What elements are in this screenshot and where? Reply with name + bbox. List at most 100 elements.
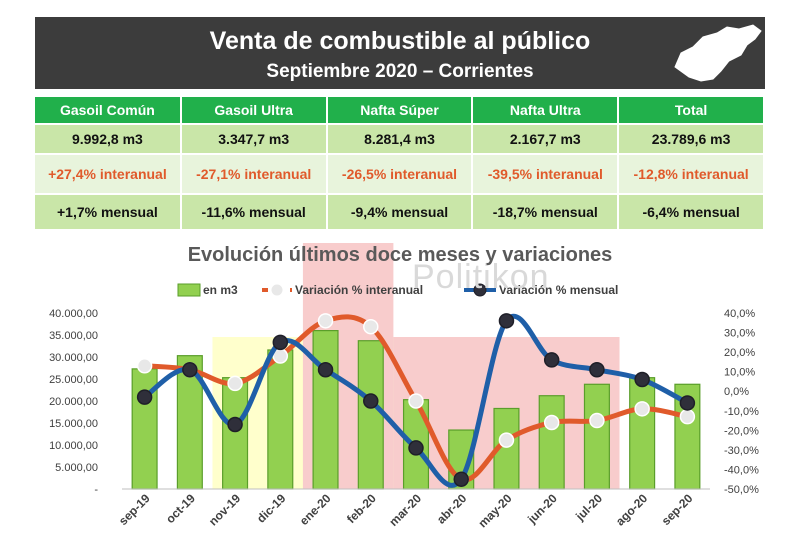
col-header: Nafta Súper xyxy=(326,97,474,125)
volume-cell: 3.347,7 m3 xyxy=(180,124,328,155)
y-right-tick-label: -40,0% xyxy=(724,464,759,476)
mom-point-sep-19 xyxy=(136,389,153,405)
mom-cell: -11,6% mensual xyxy=(180,194,328,231)
y-left-tick-label: 35.000,00 xyxy=(49,330,98,342)
col-header: Gasoil Ultra xyxy=(180,97,328,125)
x-tick-label: ene-20 xyxy=(297,491,334,528)
volume-cell: 2.167,7 m3 xyxy=(472,124,620,155)
y-left-tick-label: 25.000,00 xyxy=(49,374,98,386)
x-tick-label: may-20 xyxy=(475,491,514,530)
watermark: Politikon xyxy=(412,258,550,296)
y-left-tick-label: 10.000,00 xyxy=(49,440,98,452)
x-tick-label: dic-19 xyxy=(254,491,289,526)
x-tick-label: sep-20 xyxy=(659,491,696,528)
x-tick-label: mar-20 xyxy=(386,491,424,529)
yoy-point-ene-20 xyxy=(317,313,334,329)
yoy-point-ago-20 xyxy=(634,401,650,417)
mom-point-may-20 xyxy=(498,313,515,329)
mom-point-jul-20 xyxy=(589,361,605,378)
corrientes-province-map-icon xyxy=(674,24,762,82)
legend-swatch-bars xyxy=(177,283,201,297)
x-tick-label: feb-20 xyxy=(344,491,379,526)
y-left-tick-label: 15.000,00 xyxy=(49,418,98,430)
y-left-tick-label: 5.000,00 xyxy=(55,462,98,474)
y-right-tick-label: -10,0% xyxy=(724,406,759,418)
col-header: Gasoil Común xyxy=(35,97,182,125)
page-title: Venta de combustible al público xyxy=(209,27,591,55)
volume-row: 9.992,8 m3 3.347,7 m3 8.281,4 m3 2.167,7… xyxy=(35,124,765,155)
yoy-point-mar-20 xyxy=(408,393,424,409)
mom-point-jun-20 xyxy=(543,352,560,368)
y-right-tick-label: 10,0% xyxy=(724,367,755,379)
x-tick-label: oct-19 xyxy=(163,491,198,526)
header-banner: Venta de combustible al público Septiemb… xyxy=(35,17,765,89)
legend-label-bars: en m3 xyxy=(203,283,238,297)
y-left-tick-label: - xyxy=(94,484,98,496)
yoy-cell: -39,5% interanual xyxy=(472,154,620,195)
bar-ene-20 xyxy=(312,330,339,490)
x-tick-label: jun-20 xyxy=(524,491,560,527)
yoy-point-sep-20 xyxy=(679,408,696,425)
x-tick-label: ago-20 xyxy=(613,491,650,528)
volume-cell: 23.789,6 m3 xyxy=(618,124,765,155)
col-header: Nafta Ultra xyxy=(472,97,620,125)
yoy-point-sep-19 xyxy=(136,358,153,374)
y-right-tick-label: -30,0% xyxy=(724,445,759,457)
mom-point-dic-19 xyxy=(272,334,289,351)
y-right-tick-label: 20,0% xyxy=(724,347,755,359)
legend-label-yoy: Variación % interanual xyxy=(295,283,423,297)
mom-cell: -6,4% mensual xyxy=(618,194,765,231)
y-right-tick-label: 40,0% xyxy=(724,308,755,320)
mom-point-ene-20 xyxy=(317,361,334,378)
page-subtitle: Septiembre 2020 – Corrientes xyxy=(266,61,534,82)
mom-row: +1,7% mensual -11,6% mensual -9,4% mensu… xyxy=(35,194,765,231)
y-right-tick-label: 30,0% xyxy=(724,328,755,340)
x-tick-label: jul-20 xyxy=(572,491,605,524)
yoy-point-jul-20 xyxy=(589,412,605,429)
mom-point-feb-20 xyxy=(363,393,379,409)
yoy-cell: -27,1% interanual xyxy=(180,154,328,195)
bar-dic-19 xyxy=(267,349,294,490)
volume-cell: 8.281,4 m3 xyxy=(326,124,474,155)
mom-point-abr-20 xyxy=(453,471,469,487)
yoy-cell: -12,8% interanual xyxy=(618,154,765,195)
mom-point-sep-20 xyxy=(679,395,696,411)
y-right-tick-label: -20,0% xyxy=(724,425,759,437)
mom-cell: -9,4% mensual xyxy=(326,194,474,231)
y-right-tick-label: 0,0% xyxy=(724,386,749,398)
y-left-tick-label: 40.000,00 xyxy=(49,308,98,320)
mom-point-nov-19 xyxy=(227,416,243,433)
mom-point-oct-19 xyxy=(182,361,198,378)
bar-may-20 xyxy=(493,407,520,490)
bar-ago-20 xyxy=(629,377,656,490)
y-right-tick-label: -50,0% xyxy=(724,484,759,496)
mom-cell: -18,7% mensual xyxy=(472,194,620,231)
y-left-tick-label: 20.000,00 xyxy=(49,396,98,408)
yoy-point-may-20 xyxy=(498,432,515,448)
bar-feb-20 xyxy=(357,340,384,490)
fuel-summary-table: Gasoil Común Gasoil Ultra Nafta Súper Na… xyxy=(35,97,765,231)
yoy-point-feb-20 xyxy=(363,318,379,335)
legend-label-mom: Variación % mensual xyxy=(499,283,618,297)
x-tick-label: nov-19 xyxy=(206,491,243,528)
chart-title: Evolución últimos doce meses y variacion… xyxy=(187,244,613,266)
bar-nov-19 xyxy=(222,377,249,490)
x-tick-label: sep-19 xyxy=(116,491,153,528)
x-tick-label: abr-20 xyxy=(434,491,470,527)
bar-jun-20 xyxy=(538,395,565,490)
bar-jul-20 xyxy=(583,383,610,490)
col-header: Total xyxy=(618,97,765,125)
yoy-cell: +27,4% interanual xyxy=(35,154,182,195)
yoy-row: +27,4% interanual -27,1% interanual -26,… xyxy=(35,154,765,195)
mom-point-ago-20 xyxy=(634,371,650,388)
yoy-point-jun-20 xyxy=(543,414,560,431)
volume-cell: 9.992,8 m3 xyxy=(35,124,182,155)
legend-marker-yoy xyxy=(270,283,284,297)
yoy-point-nov-19 xyxy=(227,375,243,392)
y-left-tick-label: 30.000,00 xyxy=(49,352,98,364)
mom-cell: +1,7% mensual xyxy=(35,194,182,231)
mom-point-mar-20 xyxy=(408,440,424,456)
legend-marker-mom xyxy=(473,283,487,297)
yoy-cell: -26,5% interanual xyxy=(326,154,474,195)
